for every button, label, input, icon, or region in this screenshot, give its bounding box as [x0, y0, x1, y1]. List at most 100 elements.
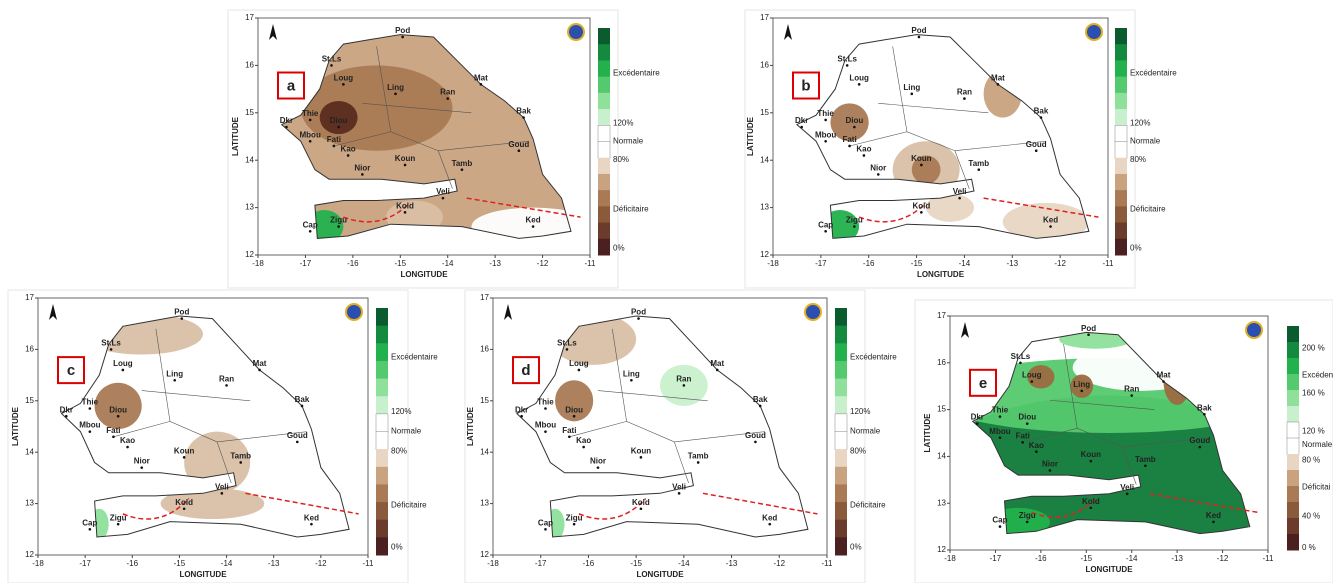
- place-name: Koun: [174, 446, 195, 455]
- station-dot: [295, 440, 299, 444]
- agency-logo: [804, 303, 822, 321]
- station-dot: [308, 230, 312, 233]
- legend-band: [598, 157, 610, 175]
- place-name: Nior: [870, 164, 886, 173]
- station-dot: [446, 97, 450, 100]
- legend-label: 160 %: [1302, 388, 1325, 397]
- place-name: Ked: [304, 513, 319, 522]
- legend-band: [1114, 125, 1128, 143]
- panel-letter-box: [57, 356, 85, 385]
- place-name: Diou: [845, 116, 863, 125]
- legend-band: [1287, 342, 1299, 359]
- x-tick-label: -11: [822, 559, 834, 568]
- station-dot: [677, 492, 681, 495]
- y-tick-label: 13: [760, 203, 769, 212]
- anomaly-shading: [545, 316, 708, 537]
- legend-label: Déficitaire: [1130, 205, 1166, 214]
- station-dot: [126, 445, 129, 449]
- place-name: Koun: [911, 154, 932, 163]
- legend-band: [835, 466, 847, 485]
- anomaly-area: [1070, 374, 1094, 398]
- legend-band: [835, 537, 847, 556]
- legend-label: 120%: [1130, 118, 1150, 127]
- station-dot: [639, 507, 643, 511]
- station-dot: [116, 414, 120, 418]
- legend-band: [376, 449, 388, 468]
- legend-band: [598, 92, 610, 110]
- station-dot: [1089, 459, 1093, 463]
- country-border: [60, 315, 350, 538]
- place-name: Loug: [849, 73, 869, 82]
- north-arrow: [49, 304, 57, 320]
- y-tick-label: 13: [480, 499, 489, 508]
- station-dot: [180, 317, 184, 320]
- y-tick-label: 17: [937, 311, 946, 320]
- legend-label: Normale: [1130, 137, 1161, 146]
- x-tick-label: -11: [585, 259, 597, 268]
- x-tick-label: -12: [315, 559, 327, 568]
- station-dot: [1019, 361, 1022, 365]
- station-dot: [1025, 520, 1029, 524]
- place-name: Ran: [957, 88, 972, 97]
- legend-band: [835, 360, 847, 380]
- panel-letter: d: [521, 362, 530, 379]
- y-axis-label: LATITUDE: [746, 116, 755, 156]
- region-borders: [333, 46, 529, 189]
- legend-band: [1287, 486, 1299, 503]
- place-name: Kold: [175, 498, 193, 507]
- place-name: Mbou: [815, 130, 836, 139]
- x-tick-label: -18: [487, 559, 499, 568]
- station-dot: [862, 154, 866, 157]
- station-dot: [824, 118, 827, 122]
- station-dot: [568, 435, 571, 439]
- panel-letter-box: [969, 368, 997, 397]
- y-tick-label: 16: [245, 61, 254, 70]
- place-name: Ran: [440, 88, 455, 97]
- y-tick-label: 12: [480, 550, 489, 559]
- panel-letter: c: [67, 362, 75, 379]
- place-name: Cap: [992, 516, 1007, 525]
- place-name: Veli: [1120, 483, 1134, 492]
- panel-letter-box: [277, 71, 305, 100]
- y-tick-label: 14: [760, 155, 769, 164]
- station-dot: [337, 125, 340, 129]
- x-tick-label: -12: [1054, 259, 1066, 268]
- legend-band: [597, 125, 611, 143]
- country-fill: [796, 34, 1089, 239]
- station-dot: [824, 230, 827, 233]
- place-name: Zigu: [566, 513, 583, 522]
- x-tick-label: -13: [1171, 554, 1183, 563]
- station-dot: [64, 414, 68, 418]
- place-name: Kold: [632, 498, 650, 507]
- place-name: Mat: [474, 73, 488, 82]
- x-tick-label: -15: [174, 559, 186, 568]
- x-tick-label: -17: [535, 559, 547, 568]
- legend-label: Excédentaire: [850, 353, 897, 362]
- y-tick-label: 12: [245, 250, 254, 259]
- place-name: St.Ls: [101, 339, 121, 348]
- place-name: Zigu: [846, 216, 863, 225]
- place-name: Ran: [219, 374, 234, 383]
- y-tick-label: 17: [245, 13, 254, 22]
- station-dot: [544, 407, 547, 410]
- legend-band: [1286, 421, 1300, 439]
- station-dot: [460, 168, 464, 171]
- legend-label: Déficitaire: [391, 501, 427, 510]
- x-tick-label: -12: [1217, 554, 1229, 563]
- legend-label: Normale: [613, 137, 644, 146]
- legend-band: [376, 484, 388, 503]
- agency-logo: [1245, 321, 1263, 339]
- panel-letter: e: [979, 375, 987, 392]
- legend-band: [835, 396, 847, 415]
- legend-label: Déficitaire: [850, 501, 886, 510]
- station-dot: [1130, 394, 1134, 397]
- legend-band: [1287, 502, 1299, 519]
- isoline: [122, 492, 359, 520]
- place-name: Dkr: [280, 116, 293, 125]
- x-tick-label: -14: [1126, 554, 1138, 563]
- legend-band: [1115, 222, 1127, 240]
- y-tick-label: 15: [760, 108, 769, 117]
- place-name: Thie: [82, 398, 99, 407]
- legend-band: [598, 76, 610, 94]
- x-axis-label: LONGITUDE: [179, 570, 227, 579]
